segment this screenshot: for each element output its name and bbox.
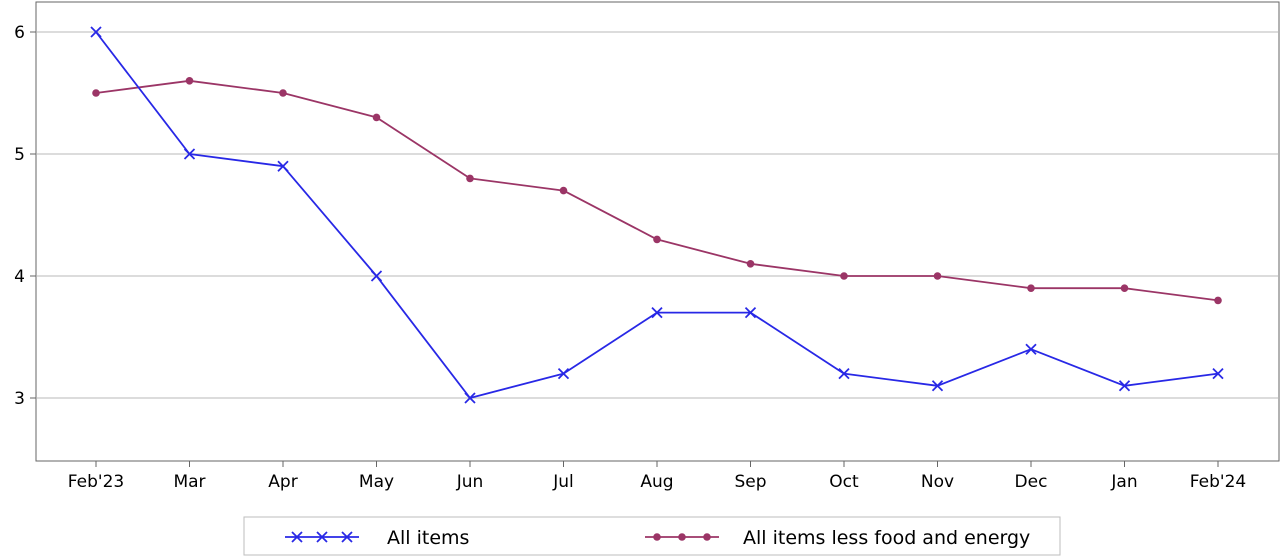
data-point-core-12 (1214, 296, 1222, 305)
x-tick-label-3: May (359, 472, 394, 492)
legend-marker-all-items-1 (316, 531, 328, 543)
data-point-all-items-5 (557, 367, 570, 380)
y-tick-label-4: 4 (14, 267, 25, 287)
x-tick-label-6: Aug (640, 472, 673, 492)
plot-area (35, 1, 1280, 462)
data-point-core-10 (1027, 284, 1035, 293)
data-point-all-items-2 (277, 160, 289, 172)
legend-marker-all-items-0 (291, 531, 303, 543)
data-point-core-0 (92, 89, 100, 97)
legend-marker-all-items-2 (341, 531, 353, 543)
data-point-core-3 (372, 113, 381, 122)
series-core (92, 77, 1222, 305)
x-tick-label-1: Mar (173, 472, 205, 492)
x-tick-label-5: Jul (552, 472, 574, 492)
data-point-all-items-3 (370, 270, 383, 282)
legend: All items All items less food and energy (243, 516, 1061, 556)
data-point-core-8 (840, 272, 848, 280)
data-point-all-items-4 (464, 392, 476, 404)
data-point-core-1 (185, 77, 194, 85)
data-point-all-items-10 (1025, 343, 1037, 355)
x-axis-ticks: Feb'23 Mar Apr May Jun Jul Aug Sep Oct Nov Dec Jan F… (68, 461, 1246, 492)
data-point-core-7 (746, 260, 755, 268)
x-tick-label-0: Feb'23 (68, 472, 124, 492)
data-point-all-items-12 (1212, 367, 1224, 380)
legend-box (243, 516, 1061, 556)
legend-sample-all-items (285, 531, 359, 543)
data-point-all-items-9 (931, 380, 944, 392)
data-point-all-items-6 (651, 306, 663, 319)
x-tick-label-2: Apr (268, 472, 297, 492)
x-tick-label-7: Sep (734, 472, 766, 492)
x-tick-label-9: Nov (921, 472, 954, 492)
series-layer (90, 26, 1224, 404)
legend-marker-core-0 (653, 533, 661, 541)
data-point-all-items-1 (183, 148, 196, 160)
y-tick-label-5: 5 (14, 145, 25, 165)
data-point-all-items-8 (838, 367, 850, 380)
data-point-all-items-0 (90, 26, 102, 38)
data-point-all-items-11 (1118, 380, 1131, 392)
data-point-core-5 (559, 186, 568, 195)
y-tick-label-3: 3 (14, 389, 25, 409)
data-point-all-items-7 (744, 306, 757, 319)
x-tick-label-11: Jan (1110, 472, 1137, 492)
series-all-items (90, 26, 1224, 404)
y-gridlines (37, 31, 1278, 399)
legend-label-core: All items less food and energy (743, 527, 1030, 549)
x-tick-label-4: Jun (456, 472, 484, 492)
x-tick-label-12: Feb'24 (1190, 472, 1246, 492)
x-tick-label-10: Dec (1015, 472, 1048, 492)
y-axis-ticks: 3 4 5 6 (14, 23, 36, 409)
data-point-core-9 (933, 272, 942, 280)
data-point-core-4 (466, 174, 474, 183)
legend-sample-core (645, 533, 719, 541)
data-point-core-11 (1120, 284, 1129, 293)
data-point-core-6 (653, 235, 661, 244)
x-tick-label-8: Oct (829, 472, 859, 492)
data-point-core-2 (279, 89, 287, 97)
legend-label-all-items: All items (387, 527, 469, 549)
legend-marker-core-1 (678, 533, 686, 541)
y-tick-label-6: 6 (14, 23, 25, 43)
legend-marker-core-2 (703, 533, 711, 541)
